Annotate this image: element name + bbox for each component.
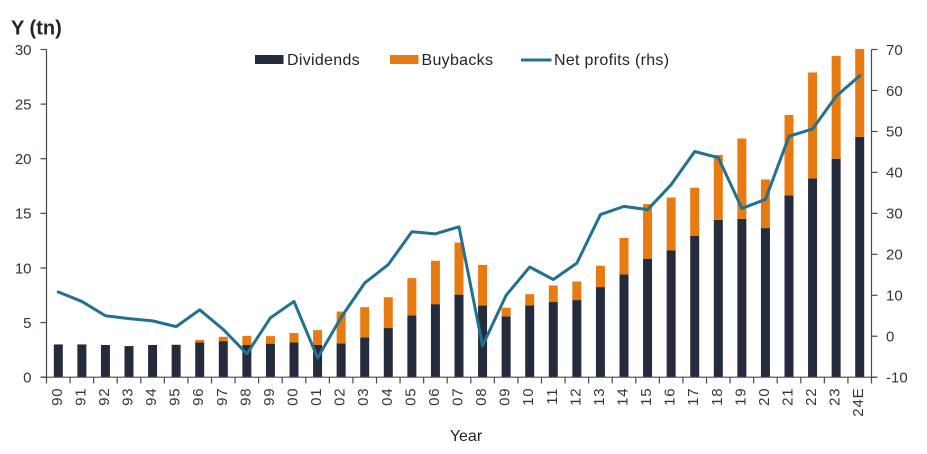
svg-text:07: 07 bbox=[450, 388, 467, 406]
svg-text:99: 99 bbox=[261, 388, 278, 406]
svg-text:21: 21 bbox=[780, 388, 797, 406]
svg-text:70: 70 bbox=[886, 42, 903, 59]
svg-text:15: 15 bbox=[15, 206, 32, 223]
svg-text:97: 97 bbox=[214, 388, 231, 406]
svg-text:40: 40 bbox=[886, 165, 903, 182]
svg-text:93: 93 bbox=[120, 388, 137, 406]
svg-text:-10: -10 bbox=[886, 370, 908, 387]
svg-text:25: 25 bbox=[15, 96, 32, 113]
svg-text:96: 96 bbox=[190, 388, 207, 406]
svg-text:06: 06 bbox=[426, 388, 443, 406]
svg-text:5: 5 bbox=[23, 315, 31, 332]
svg-text:92: 92 bbox=[96, 388, 113, 406]
svg-text:30: 30 bbox=[15, 42, 32, 59]
svg-text:23: 23 bbox=[827, 388, 844, 406]
svg-text:10: 10 bbox=[520, 388, 537, 406]
svg-text:50: 50 bbox=[886, 124, 903, 141]
svg-text:95: 95 bbox=[167, 388, 184, 406]
svg-text:05: 05 bbox=[402, 388, 419, 406]
svg-text:20: 20 bbox=[15, 151, 32, 168]
svg-text:60: 60 bbox=[886, 83, 903, 100]
svg-text:02: 02 bbox=[332, 388, 349, 406]
svg-text:19: 19 bbox=[732, 388, 749, 406]
svg-text:24E: 24E bbox=[850, 388, 867, 417]
svg-text:22: 22 bbox=[803, 388, 820, 406]
svg-text:12: 12 bbox=[567, 388, 584, 406]
svg-text:18: 18 bbox=[709, 388, 726, 406]
svg-text:03: 03 bbox=[355, 388, 372, 406]
svg-text:98: 98 bbox=[237, 388, 254, 406]
svg-text:94: 94 bbox=[143, 388, 160, 406]
svg-text:13: 13 bbox=[591, 388, 608, 406]
svg-text:30: 30 bbox=[886, 206, 903, 223]
svg-text:11: 11 bbox=[544, 388, 561, 405]
svg-text:Y (tn): Y (tn) bbox=[11, 18, 62, 40]
svg-text:08: 08 bbox=[473, 388, 490, 406]
svg-text:15: 15 bbox=[638, 388, 655, 406]
svg-text:90: 90 bbox=[49, 388, 66, 406]
svg-text:Year: Year bbox=[450, 428, 483, 445]
svg-text:0: 0 bbox=[23, 370, 31, 387]
svg-text:Net profits (rhs): Net profits (rhs) bbox=[554, 52, 669, 69]
svg-text:10: 10 bbox=[15, 260, 32, 277]
svg-text:16: 16 bbox=[662, 388, 679, 406]
svg-text:Buybacks: Buybacks bbox=[422, 52, 494, 69]
svg-text:20: 20 bbox=[886, 247, 903, 264]
svg-text:10: 10 bbox=[886, 288, 903, 305]
svg-text:20: 20 bbox=[756, 388, 773, 406]
svg-text:01: 01 bbox=[308, 388, 325, 406]
svg-text:00: 00 bbox=[285, 388, 302, 406]
svg-text:17: 17 bbox=[685, 388, 702, 406]
svg-text:0: 0 bbox=[886, 329, 894, 346]
svg-text:04: 04 bbox=[379, 388, 396, 406]
svg-text:Dividends: Dividends bbox=[287, 52, 360, 69]
svg-text:14: 14 bbox=[615, 388, 632, 406]
svg-text:91: 91 bbox=[72, 388, 89, 406]
svg-text:09: 09 bbox=[497, 388, 514, 406]
